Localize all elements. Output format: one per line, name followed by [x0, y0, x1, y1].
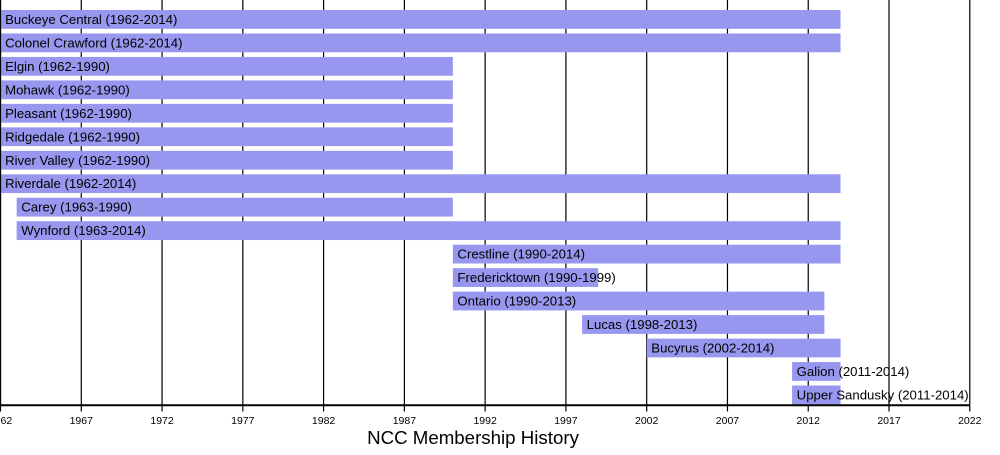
svg-text:Carey (1963-1990): Carey (1963-1990)	[21, 200, 132, 215]
svg-text:Wynford (1963-2014): Wynford (1963-2014)	[21, 223, 146, 238]
svg-text:Fredericktown (1990-1999): Fredericktown (1990-1999)	[457, 270, 615, 285]
svg-text:Bucyrus (2002-2014): Bucyrus (2002-2014)	[651, 341, 774, 356]
svg-text:Crestline (1990-2014): Crestline (1990-2014)	[457, 247, 585, 262]
svg-text:1972: 1972	[150, 415, 174, 427]
svg-text:1992: 1992	[473, 415, 497, 427]
svg-text:1982: 1982	[312, 415, 336, 427]
svg-text:Elgin (1962-1990): Elgin (1962-1990)	[5, 59, 110, 74]
svg-text:Galion (2011-2014): Galion (2011-2014)	[797, 364, 910, 379]
svg-text:Ontario (1990-2013): Ontario (1990-2013)	[457, 294, 576, 309]
svg-text:Riverdale (1962-2014): Riverdale (1962-2014)	[5, 176, 136, 191]
svg-text:Ridgedale (1962-1990): Ridgedale (1962-1990)	[5, 129, 140, 144]
svg-text:Upper Sandusky (2011-2014): Upper Sandusky (2011-2014)	[797, 387, 969, 402]
svg-text:1987: 1987	[393, 415, 417, 427]
svg-text:2002: 2002	[635, 415, 659, 427]
svg-text:2022: 2022	[958, 415, 982, 427]
svg-text:Buckeye Central (1962-2014): Buckeye Central (1962-2014)	[5, 12, 177, 27]
svg-text:1967: 1967	[70, 415, 94, 427]
svg-text:1997: 1997	[554, 415, 578, 427]
svg-text:River Valley (1962-1990): River Valley (1962-1990)	[5, 153, 150, 168]
svg-text:Mohawk (1962-1990): Mohawk (1962-1990)	[5, 82, 130, 97]
svg-text:1962: 1962	[0, 415, 12, 427]
svg-text:Pleasant (1962-1990): Pleasant (1962-1990)	[5, 106, 132, 121]
svg-text:2012: 2012	[797, 415, 821, 427]
svg-text:Colonel Crawford (1962-2014): Colonel Crawford (1962-2014)	[5, 35, 182, 50]
svg-text:2007: 2007	[716, 415, 740, 427]
svg-text:Lucas (1998-2013): Lucas (1998-2013)	[587, 317, 698, 332]
svg-text:2017: 2017	[877, 415, 901, 427]
svg-text:NCC Membership History: NCC Membership History	[367, 427, 579, 448]
svg-text:1977: 1977	[231, 415, 255, 427]
